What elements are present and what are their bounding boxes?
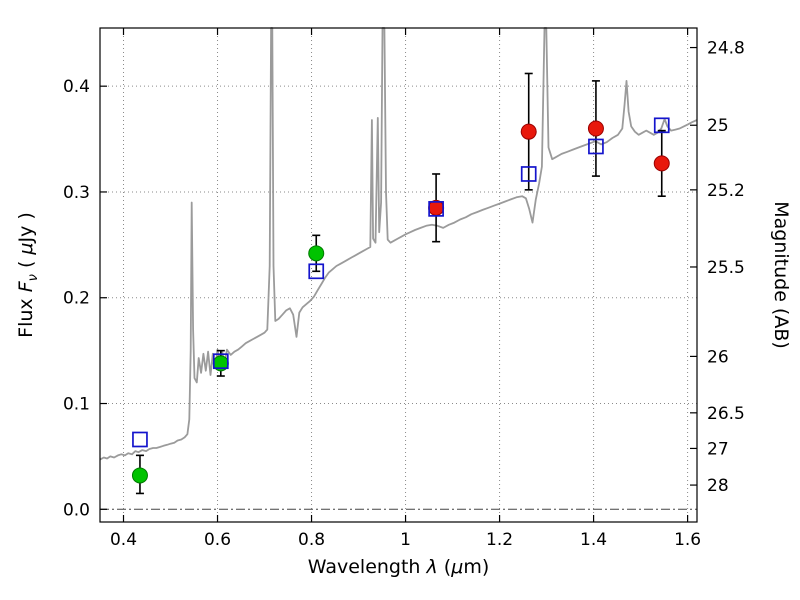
y-left-tick-label: 0.1: [63, 395, 90, 415]
y-right-tick-label: 28: [707, 476, 729, 496]
x-tick-label: 1.6: [674, 530, 701, 550]
y-right-tick-label: 27: [707, 439, 729, 459]
x-tick-label: 0.6: [204, 530, 231, 550]
model-point-square: [132, 431, 148, 448]
tick-labels: 0.4 0.6 0.8 1 1.2 1.4 1.6 0.0 0.1 0.2 0.3 0.4 24.8 25…: [63, 39, 745, 550]
model-point-square: [588, 138, 604, 155]
y-right-tick-label: 25: [707, 116, 729, 136]
model-point-square: [212, 353, 229, 370]
x-axis-label: Wavelength λ (μm): [308, 556, 489, 578]
y-axis-label-left: Flux Fν ( μJy ): [15, 212, 41, 338]
y-right-tick-label: 25.2: [707, 181, 745, 201]
x-tick-label: 1.4: [580, 530, 607, 550]
y-left-tick-label: 0.2: [63, 289, 90, 309]
x-tick-label: 0.4: [110, 530, 137, 550]
y-right-tick-label: 25.5: [707, 258, 745, 278]
model-spectrum-line: [99, 27, 698, 461]
x-tick-label: 0.8: [298, 530, 325, 550]
data-point-green: [131, 467, 148, 484]
data-point-red: [520, 123, 537, 140]
model-points-squares: [132, 117, 670, 448]
y-right-tick-label: 26: [707, 347, 729, 367]
y-right-tick-label: 26.5: [707, 404, 745, 424]
x-tick-label: 1.2: [486, 530, 513, 550]
observed-points-red: [428, 120, 670, 216]
model-point-square: [653, 117, 670, 134]
data-point-red: [587, 120, 604, 137]
x-tick-label: 1: [400, 530, 411, 550]
observed-points-green: [131, 245, 325, 484]
plot-frame: [99, 27, 698, 523]
data-point-green: [308, 245, 325, 262]
model-point-square: [308, 263, 325, 280]
y-left-tick-label: 0.0: [63, 500, 90, 520]
y-right-tick-label: 24.8: [707, 39, 745, 59]
axis-labels: Wavelength λ (μm) Flux Fν ( μJy ) Magnitud…: [15, 201, 792, 578]
model-point-square: [520, 166, 537, 182]
model-point-square: [428, 201, 444, 217]
y-axis-label-right: Magnitude (AB): [770, 201, 792, 349]
y-left-tick-label: 0.3: [63, 183, 90, 203]
y-left-tick-label: 0.4: [63, 77, 90, 97]
data-point-red: [653, 155, 670, 172]
axis-ticks: [100, 28, 697, 522]
